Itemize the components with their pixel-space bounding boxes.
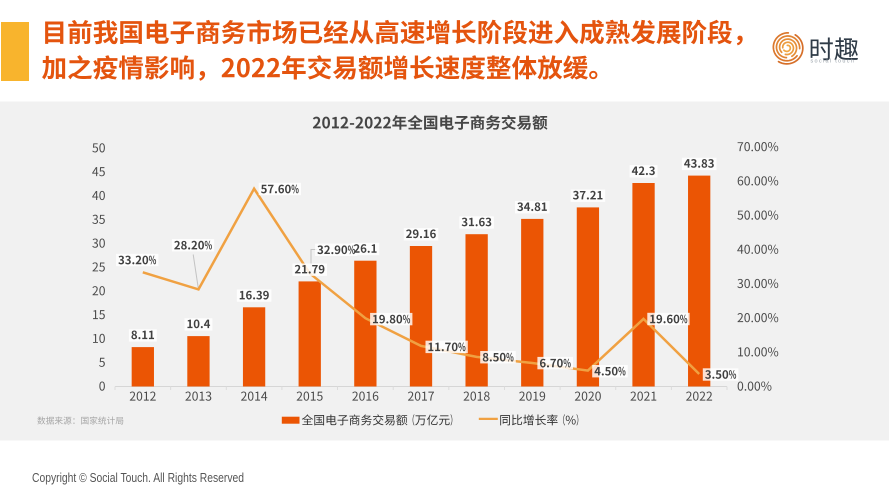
- svg-text:social touch: social touch: [811, 58, 856, 64]
- svg-text:Copyright © Social Touch. All: Copyright © Social Touch. All Rights Res…: [32, 471, 244, 485]
